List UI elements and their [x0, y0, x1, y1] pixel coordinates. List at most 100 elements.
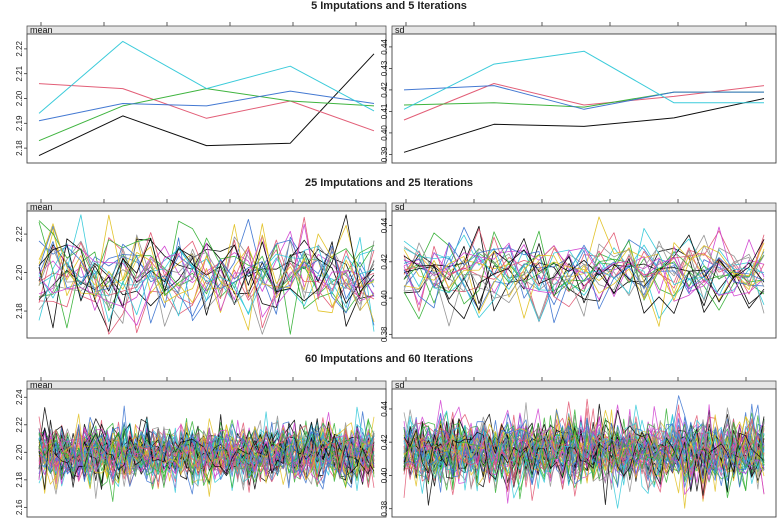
- y-tick-label: 2.24: [15, 389, 24, 405]
- series-line-1: [403, 98, 765, 153]
- series-line-60: [38, 405, 375, 489]
- series-line-6: [38, 230, 375, 311]
- y-tick-label: 2.18: [15, 472, 24, 488]
- strip-label: sd: [395, 202, 405, 212]
- series-line-17: [403, 249, 765, 311]
- series-line-58: [403, 408, 765, 486]
- series-group: [38, 214, 375, 335]
- strip-bar: [391, 202, 777, 212]
- y-tick-label: 2.21: [15, 65, 24, 81]
- y-tick-label: 0.42: [380, 82, 389, 98]
- series-line-22: [403, 242, 765, 296]
- series-line-50: [38, 425, 375, 488]
- series-line-55: [38, 413, 375, 494]
- y-tick-label: 2.22: [15, 416, 24, 432]
- panel-3-sd: sd 0.38 0.40 0.42 0.44: [380, 199, 777, 342]
- y-tick-label: 0.40: [380, 467, 389, 483]
- y-tick-label: 0.44: [380, 401, 389, 417]
- y-tick-label: 0.40: [380, 290, 389, 306]
- series-line-5: [38, 40, 375, 114]
- panel-2-mean: mean 2.18 2.20 2.22: [15, 199, 387, 339]
- panel-5-sd: sd 0.38 0.40 0.42 0.44: [380, 377, 777, 518]
- y-tick-label: 2.19: [15, 115, 24, 131]
- y-tick-label: 0.42: [380, 253, 389, 269]
- series-line-59: [403, 415, 765, 480]
- y-tick-label: 0.42: [380, 434, 389, 450]
- series-line-25: [38, 214, 375, 316]
- strip-bar: [391, 25, 777, 35]
- y-tick-label: 0.44: [380, 217, 389, 233]
- series-line-50: [403, 418, 765, 500]
- series-line-12: [38, 225, 375, 324]
- series-line-2: [403, 83, 765, 121]
- series-line-1: [38, 244, 375, 307]
- y-tick-label: 2.18: [15, 303, 24, 319]
- series-line-21: [403, 227, 765, 306]
- series-line-45: [38, 406, 375, 486]
- series-line-17: [38, 238, 375, 332]
- y-tick-label: 2.18: [15, 140, 24, 156]
- strip-bar: [391, 380, 777, 390]
- y-tick-label: 2.20: [15, 90, 24, 106]
- strip-label: mean: [30, 380, 53, 390]
- y-tick-label: 0.41: [380, 103, 389, 119]
- y-tick-label: 0.39: [380, 146, 389, 162]
- y-tick-label: 0.38: [380, 500, 389, 516]
- series-line-46: [38, 428, 375, 485]
- series-line-12: [403, 257, 765, 311]
- strip-label: sd: [395, 25, 405, 35]
- series-line-1: [38, 53, 375, 157]
- series-group: [38, 40, 375, 157]
- y-tick-label: 2.22: [15, 226, 24, 242]
- strip-label: mean: [30, 202, 53, 212]
- strip-bar: [26, 202, 387, 212]
- series-line-18: [403, 234, 765, 308]
- series-line-54: [38, 419, 375, 481]
- panel-0-mean: mean 2.18 2.19 2.20 2.21 2.22: [15, 22, 387, 164]
- strip-label: sd: [395, 380, 405, 390]
- panel-1-sd: sd 0.39 0.40 0.41 0.42 0.43 0.44: [380, 22, 777, 164]
- series-line-24: [403, 243, 765, 327]
- series-group: [403, 395, 765, 509]
- series-line-25: [403, 238, 765, 320]
- y-tick-label: 0.43: [380, 60, 389, 76]
- series-line-5: [403, 50, 764, 110]
- series-line-23: [403, 242, 765, 301]
- strip-bar: [26, 380, 387, 390]
- series-line-15: [403, 242, 765, 327]
- y-tick-label: 2.20: [15, 444, 24, 460]
- y-tick-label: 2.16: [15, 499, 24, 515]
- series-line-4: [403, 85, 764, 110]
- y-tick-label: 2.20: [15, 264, 24, 280]
- row-title-25: 25 Imputations and 25 Iterations: [305, 177, 473, 189]
- series-line-19: [403, 231, 765, 305]
- row-title-5: 5 Imputations and 5 Iterations: [311, 0, 467, 12]
- y-tick-label: 0.38: [380, 326, 389, 342]
- series-line-20: [38, 240, 375, 326]
- series-line-20: [403, 242, 765, 324]
- series-line-5: [403, 234, 765, 297]
- y-tick-label: 0.44: [380, 39, 389, 55]
- strip-bar: [26, 25, 387, 35]
- series-line-24: [38, 240, 375, 335]
- series-line-21: [38, 243, 375, 323]
- y-tick-label: 2.22: [15, 41, 24, 57]
- series-line-2: [38, 83, 375, 132]
- series-line-23: [38, 214, 375, 331]
- series-group: [403, 216, 765, 327]
- series-line-4: [38, 90, 375, 122]
- series-line-58: [38, 422, 375, 488]
- series-group: [38, 405, 375, 502]
- series-group: [403, 50, 765, 153]
- series-line-60: [403, 417, 765, 487]
- strip-label: mean: [30, 25, 53, 35]
- series-line-4: [403, 226, 765, 306]
- row-title-60: 60 Imputations and 60 Iterations: [305, 353, 473, 365]
- plot-frame: [391, 33, 777, 164]
- series-line-19: [38, 220, 375, 296]
- series-line-14: [38, 244, 375, 318]
- panel-4-mean: mean 2.16 2.18 2.20 2.22 2.24: [15, 377, 387, 518]
- y-tick-label: 0.40: [380, 125, 389, 141]
- plot-frame: [26, 33, 387, 164]
